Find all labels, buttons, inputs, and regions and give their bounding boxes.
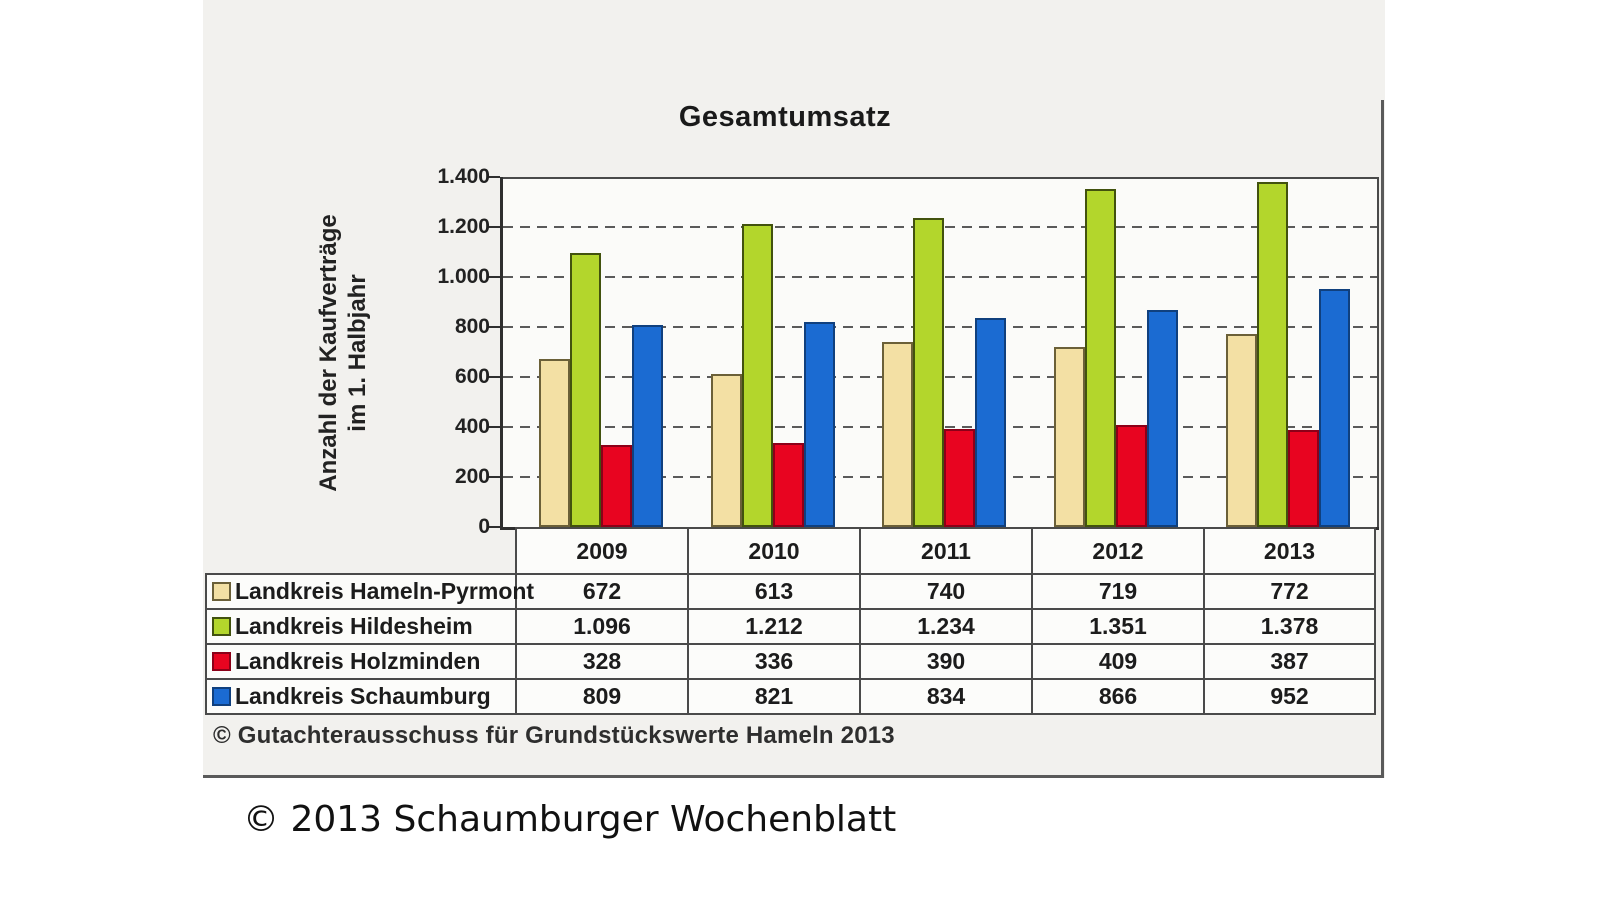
value-cell-2009: 328 [515, 643, 689, 680]
y-tick-label-1200: 1.200 [437, 215, 490, 238]
y-tick-mark-1000 [488, 276, 500, 278]
source-note: © Gutachterausschuss für Grundstückswert… [213, 722, 895, 749]
year-header-cell-2013: 2013 [1203, 527, 1376, 575]
year-header-cell-2009: 2009 [515, 527, 689, 575]
bar-2011-landkreis-holzminden [944, 429, 976, 527]
table-row: Landkreis Hameln-Pyrmont 672 613 740 719 772 [205, 573, 1376, 610]
y-tick-mark-400 [488, 426, 500, 428]
value-cell-2010: 613 [687, 573, 861, 610]
y-tick-label-0: 0 [478, 515, 490, 538]
panel-shadow-bottom [203, 775, 1384, 778]
legend-label: Landkreis Hildesheim [235, 613, 473, 639]
y-tick-label-800: 800 [454, 315, 490, 338]
value-cell-2011: 390 [859, 643, 1033, 680]
y-tick-label-200: 200 [454, 465, 490, 488]
data-table: 2009 2010 2011 2012 2013 Landkreis Hameln-Pyr… [205, 527, 1376, 715]
legend-label: Landkreis Hameln-Pyrmont [235, 578, 535, 604]
legend-cell: Landkreis Hameln-Pyrmont [205, 573, 534, 610]
legend-swatch [212, 582, 231, 601]
legend-label: Landkreis Schaumburg [235, 683, 491, 709]
table-row: Landkreis Schaumburg 809 821 834 866 952 [205, 678, 1376, 715]
y-axis-line [500, 177, 503, 530]
scanned-figure-panel: Gesamtumsatz Anzahl der Kaufverträge im … [203, 0, 1385, 778]
y-tick-label-600: 600 [454, 365, 490, 388]
value-cell-2010: 821 [687, 678, 861, 715]
value-cell-2009: 809 [515, 678, 689, 715]
chart-title: Gesamtumsatz [678, 101, 892, 133]
year-header-cell-2011: 2011 [859, 527, 1033, 575]
bar-group-2013 [1202, 177, 1374, 527]
legend-swatch [212, 617, 231, 636]
value-cell-2013: 952 [1203, 678, 1376, 715]
bar-2011-landkreis-hameln-pyrmont [882, 342, 914, 527]
bar-2013-landkreis-hildesheim [1257, 182, 1289, 527]
value-cell-2010: 336 [687, 643, 861, 680]
table-row: Landkreis Holzminden 328 336 390 409 387 [205, 643, 1376, 680]
bar-2011-landkreis-hildesheim [913, 218, 945, 527]
y-tick-mark-0 [488, 526, 500, 528]
y-axis-label: Anzahl der Kaufverträge im 1. Halbjahr [314, 153, 376, 553]
y-tick-mark-1400 [488, 176, 500, 178]
bar-2010-landkreis-hameln-pyrmont [710, 374, 742, 527]
page-caption: © 2013 Schaumburger Wochenblatt [243, 799, 897, 840]
bar-2013-landkreis-hameln-pyrmont [1226, 334, 1258, 527]
bar-2009-landkreis-holzminden [600, 445, 632, 527]
bar-group-2011 [859, 177, 1031, 527]
year-header-cell-2012: 2012 [1031, 527, 1205, 575]
bar-2012-landkreis-hildesheim [1085, 189, 1117, 527]
bar-2013-landkreis-schaumburg [1319, 289, 1351, 527]
y-tick-label-400: 400 [454, 415, 490, 438]
value-cell-2011: 740 [859, 573, 1033, 610]
value-cell-2011: 834 [859, 678, 1033, 715]
bars-row [515, 177, 1374, 527]
y-tick-mark-200 [488, 476, 500, 478]
y-tick-mark-1200 [488, 226, 500, 228]
y-tick-mark-600 [488, 376, 500, 378]
bar-2011-landkreis-schaumburg [975, 318, 1007, 527]
legend-cell: Landkreis Hildesheim [205, 608, 517, 645]
y-tick-label-1000: 1.000 [437, 265, 490, 288]
value-cell-2013: 387 [1203, 643, 1376, 680]
plot-frame-right [1377, 177, 1379, 527]
y-tick-mark-800 [488, 326, 500, 328]
legend-label: Landkreis Holzminden [235, 648, 481, 674]
bar-2012-landkreis-holzminden [1116, 425, 1148, 527]
year-header-cell-2010: 2010 [687, 527, 861, 575]
value-cell-2011: 1.234 [859, 608, 1033, 645]
bar-group-2012 [1030, 177, 1202, 527]
bar-2009-landkreis-hameln-pyrmont [538, 359, 570, 527]
bar-2009-landkreis-schaumburg [631, 325, 663, 527]
table-corner-ghost-cell [206, 528, 517, 575]
bar-2009-landkreis-hildesheim [569, 253, 601, 527]
bar-2013-landkreis-holzminden [1288, 430, 1320, 527]
value-cell-2013: 1.378 [1203, 608, 1376, 645]
y-tick-label-1400: 1.400 [437, 165, 490, 188]
bar-group-2009 [515, 177, 687, 527]
table-row: Landkreis Hildesheim 1.096 1.212 1.234 1.351… [205, 608, 1376, 645]
legend-swatch [212, 652, 231, 671]
value-cell-2012: 1.351 [1031, 608, 1205, 645]
y-axis-label-line2: im 1. Halbjahr [344, 274, 371, 432]
legend-cell: Landkreis Schaumburg [205, 678, 517, 715]
legend-cell: Landkreis Holzminden [205, 643, 517, 680]
bar-2012-landkreis-schaumburg [1147, 310, 1179, 527]
value-cell-2012: 866 [1031, 678, 1205, 715]
value-cell-2012: 719 [1031, 573, 1205, 610]
bar-group-2010 [687, 177, 859, 527]
value-cell-2012: 409 [1031, 643, 1205, 680]
value-cell-2009: 1.096 [515, 608, 689, 645]
bar-2010-landkreis-holzminden [772, 443, 804, 527]
value-cell-2010: 1.212 [687, 608, 861, 645]
value-cell-2009: 672 [515, 573, 689, 610]
y-axis-label-line1: Anzahl der Kaufverträge [315, 214, 342, 492]
bar-2010-landkreis-hildesheim [741, 224, 773, 527]
value-cell-2013: 772 [1203, 573, 1376, 610]
legend-swatch [212, 687, 231, 706]
bar-2010-landkreis-schaumburg [803, 322, 835, 527]
plot-frame-top [500, 177, 1379, 179]
panel-shadow-right [1381, 100, 1384, 778]
bar-2012-landkreis-hameln-pyrmont [1054, 347, 1086, 527]
